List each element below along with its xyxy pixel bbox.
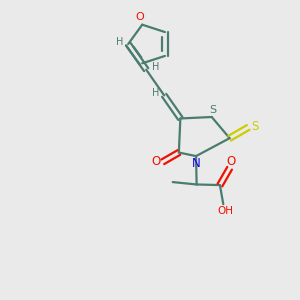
Text: OH: OH: [218, 206, 234, 216]
Text: H: H: [152, 88, 159, 98]
Text: H: H: [152, 62, 159, 72]
Text: O: O: [226, 155, 236, 168]
Text: N: N: [192, 157, 200, 170]
Text: S: S: [210, 105, 217, 116]
Text: S: S: [251, 120, 259, 133]
Text: H: H: [116, 37, 123, 46]
Text: O: O: [152, 155, 161, 168]
Text: O: O: [136, 12, 144, 22]
